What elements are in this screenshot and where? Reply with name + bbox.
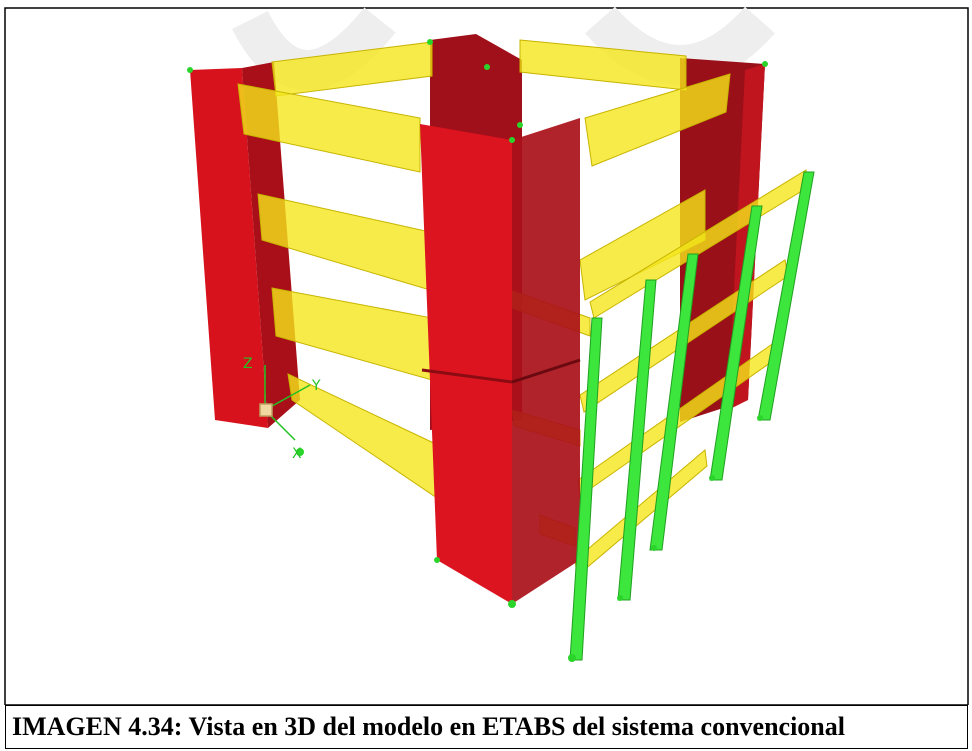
model-figure: Z Y X: [0, 0, 972, 705]
axis-label-x: X: [292, 446, 302, 462]
axis-label-z: Z: [243, 356, 253, 372]
center-wall: [420, 118, 580, 604]
axis-label-y: Y: [311, 378, 321, 394]
caption: IMAGEN 4.34: Vista en 3D del modelo en E…: [5, 705, 968, 749]
page: Z Y X IMAGEN 4.34: Vista en 3D del model…: [0, 0, 972, 751]
